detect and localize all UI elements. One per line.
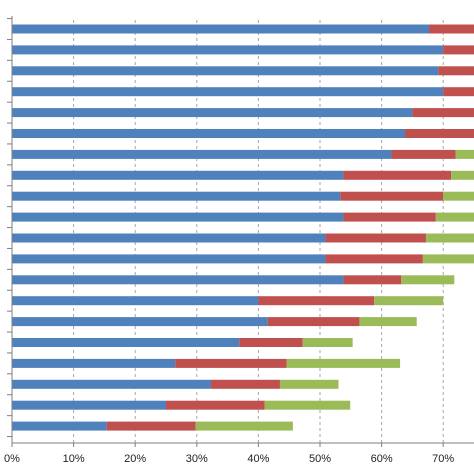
bar-row14-series2 bbox=[258, 296, 375, 306]
bar-row4-series1 bbox=[12, 87, 444, 97]
bar-row16-series2 bbox=[239, 338, 303, 347]
bar-row5-series1 bbox=[12, 108, 413, 118]
x-tick-label: 0% bbox=[4, 453, 20, 465]
bar-row1-series2 bbox=[429, 24, 474, 34]
bar-row17-series1 bbox=[12, 358, 176, 368]
x-tick-label: 20% bbox=[124, 453, 146, 465]
bar-row17-series3 bbox=[286, 358, 401, 368]
bar-row9-series1 bbox=[12, 191, 341, 201]
bar-row17-series2 bbox=[175, 358, 287, 368]
x-tick-label: 50% bbox=[309, 453, 331, 465]
x-tick-label: 60% bbox=[371, 453, 393, 465]
bar-row11-series1 bbox=[12, 233, 326, 243]
axes bbox=[7, 16, 474, 447]
bar-row5-series2 bbox=[412, 108, 474, 118]
bar-row8-series2 bbox=[343, 170, 452, 180]
bar-row9-series3 bbox=[443, 191, 474, 201]
bar-row12-series1 bbox=[12, 254, 326, 264]
bar-row8-series1 bbox=[12, 170, 344, 180]
x-tick-label: 70% bbox=[432, 453, 454, 465]
bar-row16-series1 bbox=[12, 338, 240, 347]
x-tick-label: 40% bbox=[247, 453, 269, 465]
bar-row19-series2 bbox=[166, 400, 265, 410]
bar-row19-series3 bbox=[264, 400, 351, 410]
x-axis-tick-labels: 0% 10% 20% 30% 40% 50% 60% 70% bbox=[4, 453, 454, 465]
bar-row2-series2 bbox=[443, 45, 474, 55]
bar-row7-series3 bbox=[455, 149, 474, 159]
bar-row20-series3 bbox=[195, 421, 293, 431]
bar-row6-series1 bbox=[12, 129, 406, 138]
bar-row14-series3 bbox=[374, 296, 444, 306]
bar-row3-series2 bbox=[438, 66, 474, 76]
vertical-gridlines bbox=[73, 20, 444, 443]
bar-row7-series2 bbox=[391, 149, 456, 159]
bar-row11-series3 bbox=[425, 233, 474, 243]
bar-row8-series3 bbox=[451, 170, 474, 180]
bar-row15-series3 bbox=[359, 317, 417, 327]
x-tick-label: 10% bbox=[63, 453, 85, 465]
bar-row18-series3 bbox=[279, 379, 339, 389]
bar-row16-series3 bbox=[302, 338, 353, 347]
bar-row20-series1 bbox=[12, 421, 107, 431]
bar-row10-series1 bbox=[12, 212, 344, 222]
bar-row12-series2 bbox=[325, 254, 423, 264]
bar-row2-series1 bbox=[12, 45, 444, 55]
bar-row10-series3 bbox=[435, 212, 474, 222]
bar-row15-series1 bbox=[12, 317, 268, 327]
bar-row15-series2 bbox=[267, 317, 360, 327]
bar-row10-series2 bbox=[343, 212, 436, 222]
bar-layer bbox=[12, 24, 474, 431]
bar-row7-series1 bbox=[12, 149, 392, 159]
bar-row11-series2 bbox=[325, 233, 426, 243]
bar-row12-series3 bbox=[422, 254, 474, 264]
bar-row6-series2 bbox=[405, 129, 474, 138]
bar-row9-series2 bbox=[340, 191, 444, 201]
bar-row14-series1 bbox=[12, 296, 259, 306]
bar-row20-series2 bbox=[106, 421, 196, 431]
x-tick-label: 30% bbox=[186, 453, 208, 465]
bar-row13-series1 bbox=[12, 275, 344, 285]
bar-row4-series2 bbox=[443, 87, 474, 97]
bar-row19-series1 bbox=[12, 400, 166, 410]
bar-row1-series1 bbox=[12, 24, 430, 34]
bar-row18-series2 bbox=[210, 379, 280, 389]
bar-row3-series1 bbox=[12, 66, 439, 76]
bar-row18-series1 bbox=[12, 379, 211, 389]
bar-row13-series2 bbox=[343, 275, 402, 285]
bar-row13-series3 bbox=[401, 275, 455, 285]
